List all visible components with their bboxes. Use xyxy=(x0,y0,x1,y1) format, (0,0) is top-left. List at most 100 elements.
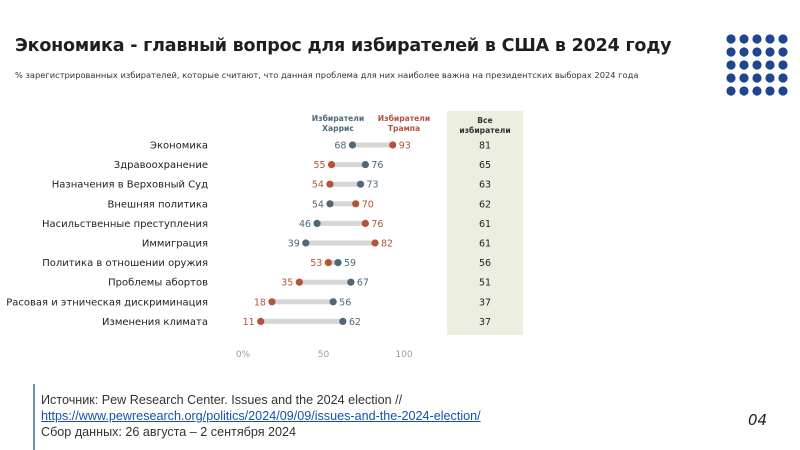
category-label: Назначения в Верховный Суд xyxy=(52,180,208,191)
data-label-trump: 70 xyxy=(362,199,374,210)
data-label-trump: 82 xyxy=(381,239,393,250)
brand-dot xyxy=(726,34,736,44)
all-voters-value: 81 xyxy=(479,141,491,152)
point-harris xyxy=(339,317,347,325)
data-label-trump: 54 xyxy=(312,180,324,191)
data-label-harris: 59 xyxy=(344,258,356,269)
brand-dot xyxy=(752,73,762,83)
legend-harris: Избиратели Харрис xyxy=(312,114,364,133)
category-label: Внешняя политика xyxy=(108,199,209,210)
all-voters-value: 56 xyxy=(479,258,491,269)
category-label: Здравоохранение xyxy=(114,160,208,171)
legend-trump: Избиратели Трампа xyxy=(378,114,430,133)
point-trump xyxy=(371,239,379,247)
x-tick-label: 0% xyxy=(236,350,251,360)
source-block: Источник: Pew Research Center. Issues an… xyxy=(41,392,481,440)
source-line: Источник: Pew Research Center. Issues an… xyxy=(41,393,403,407)
brand-dot xyxy=(778,60,788,70)
category-label: Насильственные преступления xyxy=(42,219,208,230)
brand-dot xyxy=(752,47,762,57)
point-trump xyxy=(361,219,369,227)
brand-dot xyxy=(765,34,775,44)
all-voters-value: 63 xyxy=(479,180,491,191)
point-harris xyxy=(361,161,369,169)
brand-dot xyxy=(739,47,749,57)
category-label: Экономика xyxy=(150,141,208,152)
data-label-harris: 67 xyxy=(357,278,369,289)
data-label-harris: 39 xyxy=(288,239,300,250)
data-label-trump: 18 xyxy=(254,297,266,308)
category-label: Изменения климата xyxy=(102,317,208,328)
point-harris xyxy=(329,298,337,306)
point-harris xyxy=(326,200,334,208)
x-tick-label: 100 xyxy=(395,350,412,360)
all-voters-column-bg xyxy=(447,111,523,335)
all-voters-value: 61 xyxy=(479,239,491,250)
point-trump xyxy=(257,317,265,325)
point-trump xyxy=(327,161,336,169)
source-link[interactable]: https://www.pewresearch.org/politics/202… xyxy=(41,409,481,423)
data-label-trump: 76 xyxy=(371,219,383,230)
all-voters-value: 51 xyxy=(479,278,491,289)
brand-dot xyxy=(726,60,736,70)
data-collection-line: Сбор данных: 26 августа – 2 сентября 202… xyxy=(41,425,297,439)
data-label-trump: 11 xyxy=(243,317,255,328)
all-voters-value: 62 xyxy=(479,199,491,210)
data-label-harris: 76 xyxy=(371,160,383,171)
brand-dot xyxy=(778,86,788,96)
point-harris xyxy=(313,219,321,227)
brand-dot xyxy=(765,47,775,57)
all-voters-value: 37 xyxy=(479,297,491,308)
brand-dots-logo xyxy=(726,34,788,96)
legend-all-voters: Все избиратели xyxy=(459,116,510,135)
point-harris xyxy=(302,239,310,247)
category-label: Расовая и этническая дискриминация xyxy=(6,297,208,308)
brand-dot xyxy=(778,73,788,83)
brand-dot xyxy=(752,60,762,70)
point-trump xyxy=(295,278,303,286)
data-label-harris: 54 xyxy=(312,199,324,210)
page-subtitle: % зарегистрированных избирателей, которы… xyxy=(15,70,639,80)
point-trump xyxy=(268,298,276,306)
brand-dot xyxy=(726,47,736,57)
point-harris xyxy=(347,278,355,286)
data-label-trump: 53 xyxy=(310,258,322,269)
dot-chart: Избиратели Харрис Избиратели Трампа Все избир… xyxy=(6,111,523,360)
brand-dot xyxy=(739,34,749,44)
brand-dot xyxy=(726,86,736,96)
brand-dot xyxy=(752,34,762,44)
brand-dot xyxy=(778,47,788,57)
data-label-trump: 35 xyxy=(281,278,293,289)
point-harris xyxy=(334,259,342,267)
brand-dot xyxy=(726,73,736,83)
data-label-harris: 73 xyxy=(367,180,379,191)
all-voters-value: 65 xyxy=(479,160,491,171)
category-label: Проблемы абортов xyxy=(108,278,208,289)
data-label-harris: 68 xyxy=(334,141,346,152)
brand-dot xyxy=(752,86,762,96)
brand-dot xyxy=(765,73,775,83)
brand-dot xyxy=(765,86,775,96)
x-tick-label: 50 xyxy=(318,350,330,360)
all-voters-value: 61 xyxy=(479,219,491,230)
point-harris xyxy=(356,180,365,188)
brand-dot xyxy=(739,73,749,83)
point-trump xyxy=(389,141,397,149)
point-trump xyxy=(352,200,360,208)
point-trump xyxy=(324,259,332,267)
data-label-harris: 56 xyxy=(339,297,351,308)
point-harris xyxy=(348,141,357,149)
category-label: Политика в отношении оружия xyxy=(42,258,208,269)
category-label: Иммиграция xyxy=(142,239,208,250)
point-trump xyxy=(326,180,334,188)
source-accent-bar xyxy=(33,384,37,450)
all-voters-value: 37 xyxy=(479,317,491,328)
data-label-harris: 46 xyxy=(299,219,311,230)
page-number: 04 xyxy=(748,411,768,429)
brand-dot xyxy=(778,34,788,44)
brand-dot xyxy=(739,60,749,70)
data-label-trump: 93 xyxy=(399,141,411,152)
data-label-harris: 62 xyxy=(349,317,361,328)
brand-dot xyxy=(765,60,775,70)
page-title: Экономика - главный вопрос для избирател… xyxy=(15,36,672,56)
